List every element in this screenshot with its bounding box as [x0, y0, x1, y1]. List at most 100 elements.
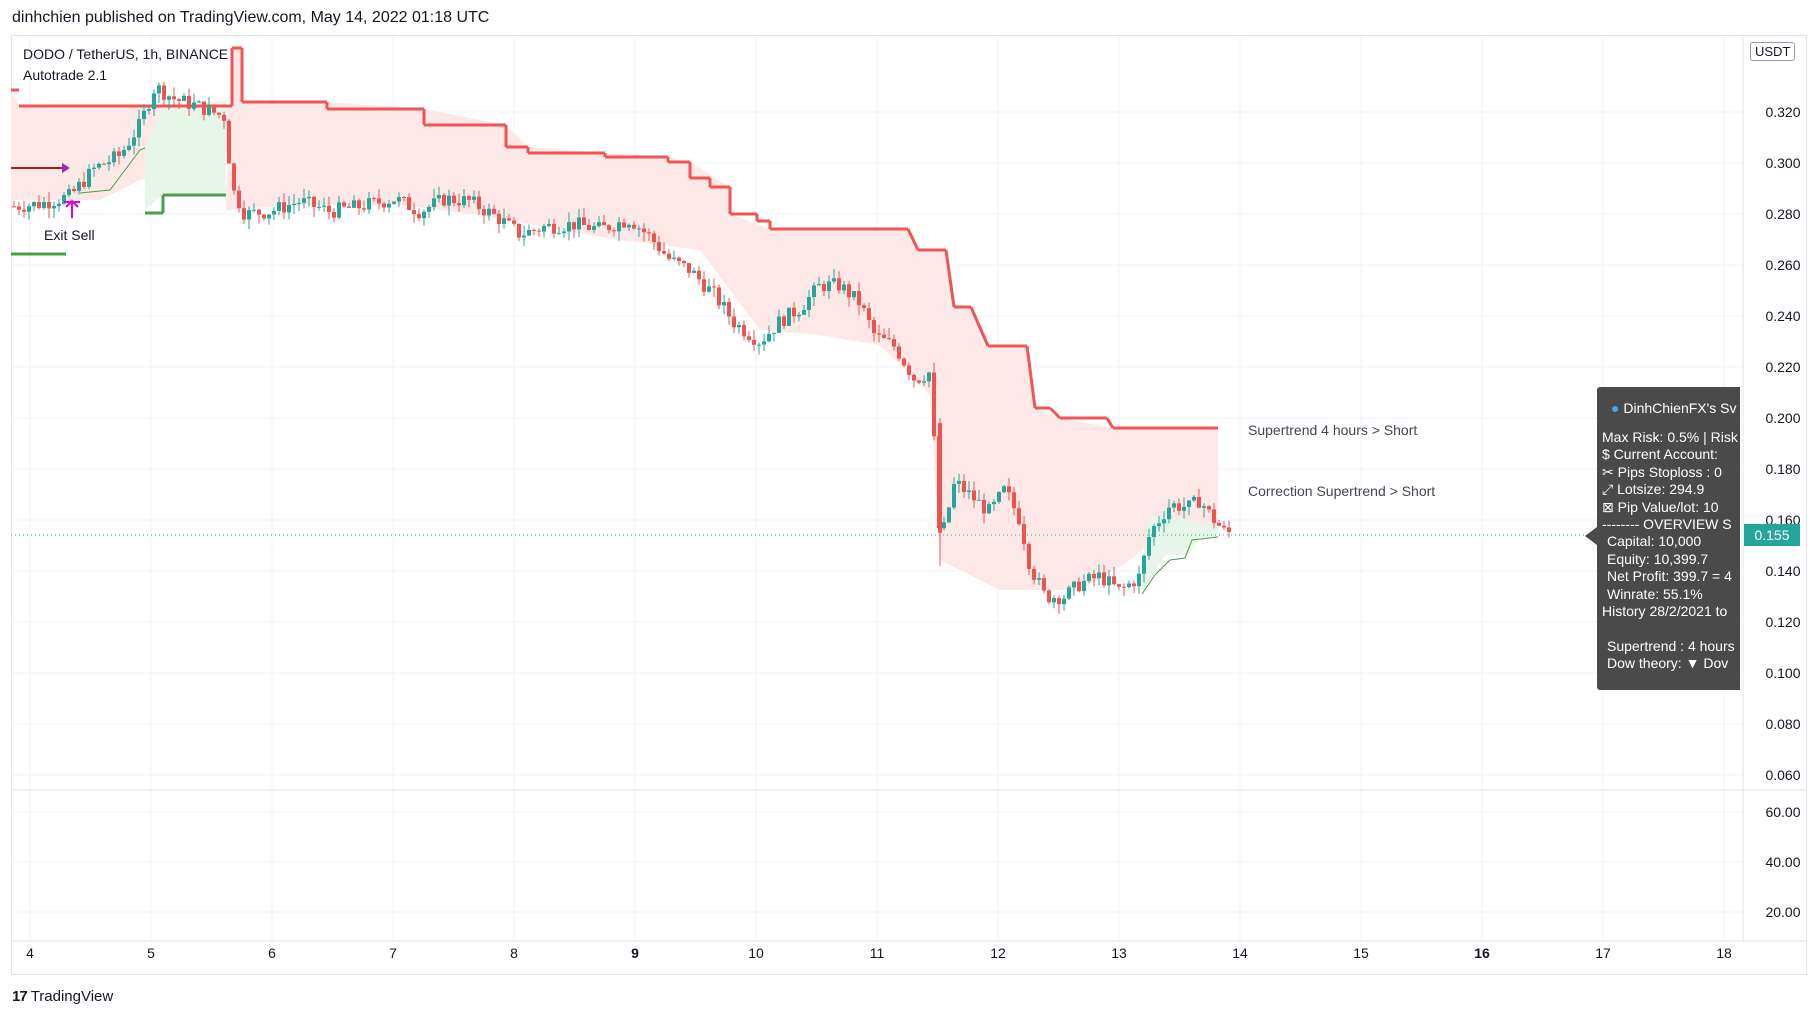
time-tick-label: 15 — [1353, 945, 1369, 961]
time-tick-label: 6 — [268, 945, 276, 961]
price-tick-label: 0.080 — [1765, 716, 1800, 732]
candle-body — [697, 270, 701, 280]
candle-body — [762, 341, 766, 345]
supertrend-down-segment — [906, 228, 920, 251]
supertrend-down-fill — [226, 48, 1218, 590]
candle-body — [667, 253, 671, 259]
candle-body — [247, 209, 251, 220]
time-tick-label: 8 — [510, 945, 518, 961]
candle-body — [372, 198, 376, 200]
candle-body — [337, 202, 341, 218]
currency-badge[interactable]: USDT — [1750, 42, 1796, 61]
candle-body — [472, 196, 476, 200]
sub-tick-label: 20.00 — [1765, 904, 1800, 920]
price-tick-label: 0.320 — [1765, 104, 1800, 120]
candle-body — [917, 380, 921, 383]
symbol-title[interactable]: DODO / TetherUS, 1h, BINANCE — [23, 46, 229, 62]
chart-frame[interactable] — [11, 35, 1807, 975]
candle-body — [432, 198, 436, 207]
candle-body — [712, 286, 716, 288]
candle-body — [1147, 537, 1151, 556]
candle-body — [938, 423, 942, 533]
candle-body — [167, 96, 171, 100]
candle-body — [927, 372, 931, 382]
candle-body — [717, 287, 721, 306]
candle-body — [227, 120, 231, 164]
candle-body — [632, 224, 636, 229]
overview-pointer — [1585, 527, 1597, 545]
candle-body — [272, 211, 276, 215]
candle-body — [1132, 583, 1136, 587]
candle-body — [297, 202, 301, 204]
candle-body — [357, 200, 361, 209]
candle-body — [1167, 507, 1171, 520]
candle-body — [532, 229, 536, 231]
candle-body — [932, 372, 936, 437]
time-tick-label: 18 — [1716, 945, 1732, 961]
candle-body — [1042, 578, 1046, 591]
overview-row: -------- OVERVIEW S — [1602, 516, 1732, 532]
candle-body — [242, 208, 246, 220]
candle-body — [582, 217, 586, 225]
candle-body — [897, 346, 901, 359]
last-price-tag: 0.155 — [1744, 524, 1800, 546]
candle-body — [687, 263, 691, 273]
candle-body — [1057, 598, 1061, 605]
candle-body — [302, 198, 306, 203]
candle-body — [202, 101, 206, 115]
candle-body — [477, 196, 481, 210]
candle-body — [262, 214, 266, 219]
candle-body — [277, 202, 281, 212]
publish-info: dinhchien published on TradingView.com, … — [12, 9, 490, 26]
candle-body — [1162, 519, 1166, 524]
candle-body — [12, 206, 16, 208]
candle-body — [437, 194, 441, 199]
overview-row: Supertrend : 4 hours — [1607, 637, 1735, 654]
candle-body — [217, 112, 221, 115]
overview-row: ⊠ Pip Value/lot: 10 — [1602, 498, 1719, 515]
tradingview-logo-icon: 17 — [12, 988, 28, 1005]
candle-body — [1187, 500, 1191, 507]
candle-body — [1227, 527, 1231, 533]
candle-body — [1112, 576, 1116, 585]
candle-body — [1107, 576, 1111, 586]
candle-body — [757, 344, 761, 346]
candle-body — [802, 309, 806, 315]
candle-body — [722, 302, 726, 306]
overview-title-row: ● DinhChienFX's Sv — [1611, 400, 1737, 416]
time-tick-label: 7 — [389, 945, 397, 961]
candle-body — [772, 332, 776, 334]
candle-body — [157, 85, 161, 94]
candle-body — [852, 291, 856, 298]
candle-body — [67, 188, 71, 196]
candle-body — [1022, 524, 1026, 544]
candle-body — [997, 492, 1001, 502]
sub-axis-labels: 60.00 40.00 20.00 — [1765, 804, 1800, 920]
candle-body — [1097, 572, 1101, 579]
price-tick-label: 0.220 — [1765, 359, 1800, 375]
candle-body — [1047, 590, 1051, 603]
price-tick-label: 0.180 — [1765, 461, 1800, 477]
candle-body — [942, 522, 946, 529]
candle-body — [837, 278, 841, 291]
supertrend-4h-label: Supertrend 4 hours > Short — [1248, 422, 1418, 438]
candle-body — [482, 209, 486, 216]
candle-body — [252, 209, 256, 211]
price-tick-label: 0.120 — [1765, 614, 1800, 630]
sub-tick-label: 40.00 — [1765, 854, 1800, 870]
candle-body — [197, 101, 201, 103]
indicator-name[interactable]: Autotrade 2.1 — [23, 67, 108, 83]
candle-body — [737, 325, 741, 328]
time-tick-label: 11 — [870, 945, 885, 961]
candle-body — [417, 214, 421, 219]
candle-body — [1067, 587, 1071, 599]
supertrend-down-segment — [1048, 406, 1062, 420]
tradingview-logo[interactable]: 17 TradingView — [12, 988, 113, 1005]
candle-body — [42, 201, 46, 208]
candle-body — [747, 336, 751, 340]
price-tick-label: 0.240 — [1765, 308, 1800, 324]
candle-body — [17, 206, 21, 210]
time-tick-label: 16 — [1474, 945, 1490, 961]
candle-body — [317, 206, 321, 208]
